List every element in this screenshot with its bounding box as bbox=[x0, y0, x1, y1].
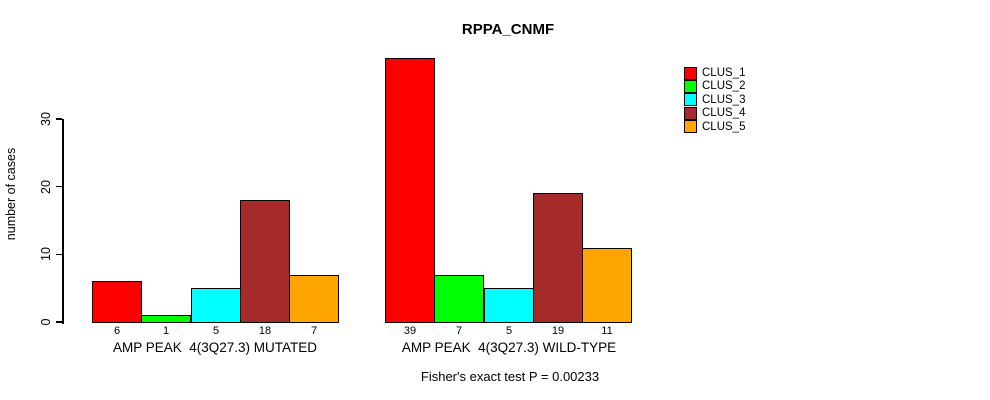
bar-value-label: 39 bbox=[403, 325, 417, 337]
bar-value-label: 5 bbox=[212, 325, 220, 337]
y-axis-tick-label: 20 bbox=[39, 179, 53, 194]
legend-label: CLUS_2 bbox=[702, 80, 746, 93]
group-label-mutated: AMP PEAK 4(3Q27.3) MUTATED bbox=[112, 340, 318, 355]
fisher-test-footnote: Fisher's exact test P = 0.00233 bbox=[420, 369, 600, 384]
bar-value-label: 1 bbox=[162, 325, 170, 337]
group-label-wild-type: AMP PEAK 4(3Q27.3) WILD-TYPE bbox=[401, 340, 617, 355]
bar-value-label: 19 bbox=[551, 325, 565, 337]
legend-item-CLUS_1: CLUS_1 bbox=[684, 66, 746, 80]
bar-CLUS_2-group2 bbox=[434, 275, 484, 323]
y-axis-label: number of cases bbox=[4, 147, 18, 241]
legend-item-CLUS_4: CLUS_4 bbox=[684, 106, 746, 120]
legend-item-CLUS_3: CLUS_3 bbox=[684, 93, 746, 107]
bar-value-label: 6 bbox=[113, 325, 121, 337]
legend-item-CLUS_2: CLUS_2 bbox=[684, 79, 746, 93]
legend-swatch-CLUS_3 bbox=[684, 93, 697, 107]
y-axis-line bbox=[62, 119, 64, 324]
bar-value-label: 7 bbox=[310, 325, 318, 337]
bar-CLUS_1-group1 bbox=[92, 281, 142, 323]
y-axis-tick-label: 10 bbox=[39, 247, 53, 262]
legend-label: CLUS_1 bbox=[702, 67, 746, 79]
bar-value-label: 18 bbox=[258, 325, 272, 337]
y-axis-tick-label: 0 bbox=[39, 318, 53, 326]
bar-CLUS_3-group2 bbox=[484, 288, 534, 323]
legend-swatch-CLUS_5 bbox=[684, 120, 697, 134]
bar-CLUS_4-group2 bbox=[533, 193, 583, 323]
legend-swatch-CLUS_1 bbox=[684, 66, 697, 80]
bar-value-label: 7 bbox=[455, 325, 463, 337]
y-axis-tick bbox=[55, 118, 62, 120]
bar-CLUS_1-group2 bbox=[385, 58, 435, 323]
bar-CLUS_3-group1 bbox=[191, 288, 241, 323]
legend-swatch-CLUS_4 bbox=[684, 106, 697, 120]
bar-CLUS_5-group2 bbox=[582, 248, 632, 323]
legend-item-CLUS_5: CLUS_5 bbox=[684, 120, 746, 134]
y-axis-tick bbox=[55, 185, 62, 188]
bar-value-label: 5 bbox=[505, 325, 513, 337]
bar-CLUS_2-group1 bbox=[141, 315, 191, 323]
chart-title: RPPA_CNMF bbox=[461, 21, 555, 38]
legend-swatch-CLUS_2 bbox=[684, 79, 697, 93]
legend-label: CLUS_3 bbox=[702, 93, 746, 106]
bar-CLUS_4-group1 bbox=[240, 200, 290, 323]
y-axis-tick bbox=[55, 253, 62, 256]
bar-CLUS_5-group1 bbox=[289, 275, 339, 323]
y-axis-tick-label: 30 bbox=[39, 112, 53, 126]
bar-value-label: 11 bbox=[601, 325, 613, 337]
legend-label: CLUS_4 bbox=[702, 107, 746, 120]
legend-label: CLUS_5 bbox=[702, 120, 746, 133]
y-axis-tick bbox=[55, 321, 62, 323]
